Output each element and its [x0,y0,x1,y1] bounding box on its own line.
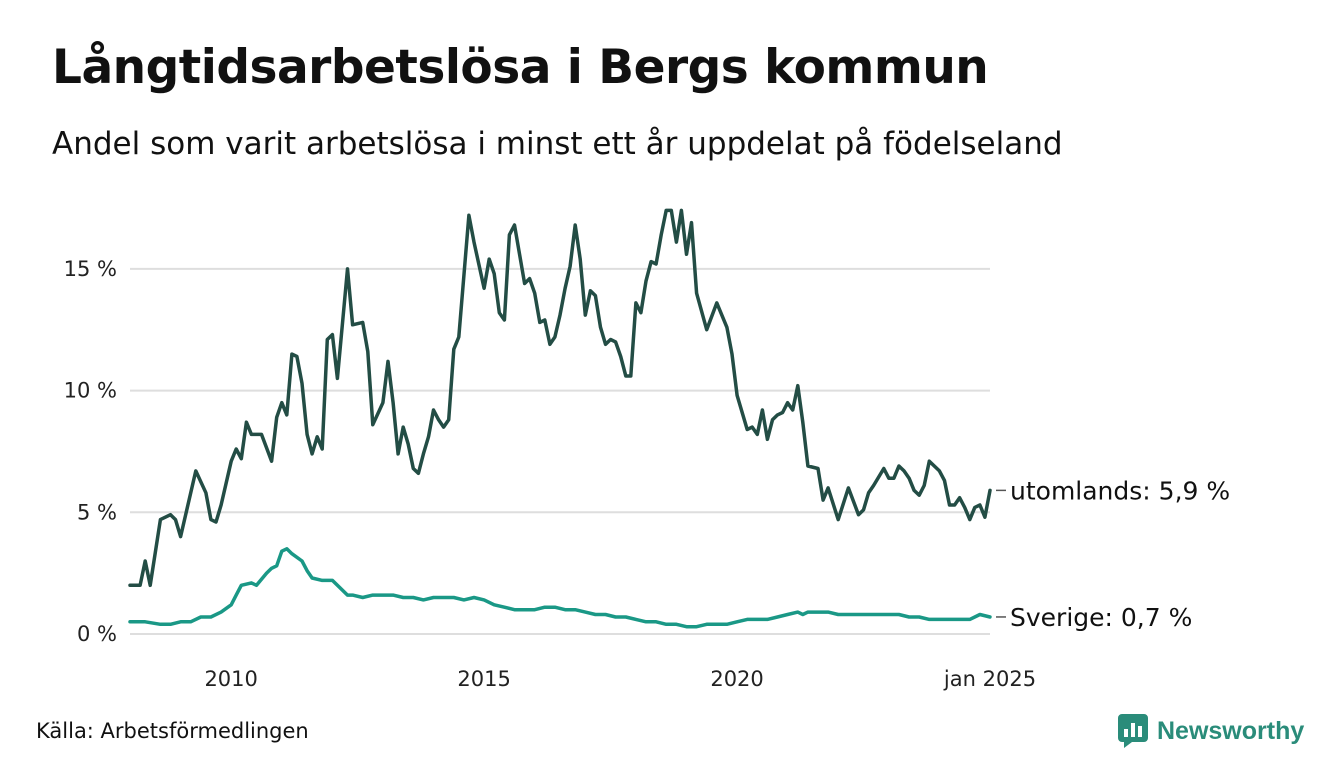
end-label-utomlands: utomlands: 5,9 % [1010,476,1230,505]
series-line-utomlands [128,208,992,588]
end-label-sverige: Sverige: 0,7 % [1010,603,1192,632]
y-tick-label: 0 % [77,622,117,646]
series-line-sverige [128,547,992,629]
line-chart: 0 % 5 % 10 % 15 % 2010 2015 2020 jan 2025 utom… [64,208,1230,691]
brand-name: Newsworthy [1157,716,1305,745]
chart-subtitle: Andel som varit arbetslösa i minst ett å… [52,126,1063,162]
y-tick-label: 10 % [64,379,117,403]
source-note: Källa: Arbetsförmedlingen [36,719,309,743]
chart-title: Långtidsarbetslösa i Bergs kommun [52,40,989,95]
gridlines [130,267,990,635]
brand-logo[interactable]: Newsworthy [1118,713,1304,749]
x-tick-label: 2020 [710,667,763,691]
series-lines [128,208,992,629]
y-tick-label: 15 % [64,257,117,281]
newsworthy-logo-icon [1118,714,1148,748]
series-end-labels: utomlands: 5,9 % Sverige: 0,7 % [996,476,1230,632]
x-tick-label: 2015 [457,667,510,691]
x-tick-label: jan 2025 [943,667,1036,691]
y-tick-label: 5 % [77,500,117,524]
y-axis-labels: 0 % 5 % 10 % 15 % [64,257,117,646]
x-axis-labels: 2010 2015 2020 jan 2025 [204,667,1036,691]
x-tick-label: 2010 [204,667,257,691]
